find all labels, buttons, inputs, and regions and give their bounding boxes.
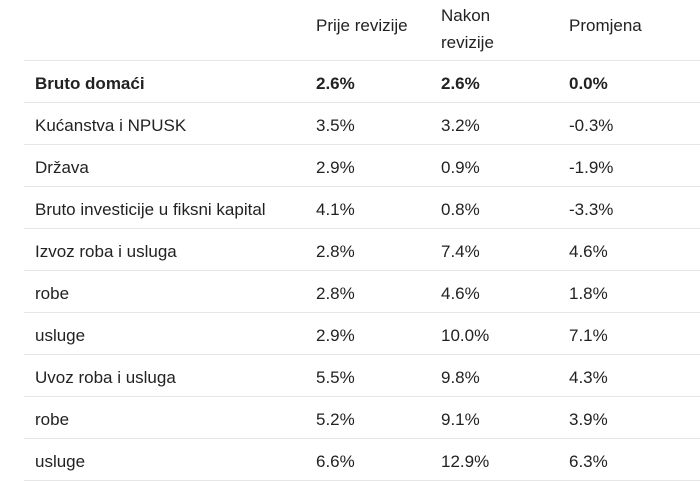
row-before: 2.9%	[316, 158, 355, 177]
row-after: 12.9%	[441, 452, 490, 471]
header-change: Promjena	[569, 16, 642, 35]
row-change: 4.3%	[569, 368, 608, 387]
row-after: 4.6%	[441, 284, 480, 303]
table-row: usluge 2.9% 10.0% 7.1%	[24, 313, 700, 355]
row-label: Država	[35, 158, 89, 177]
header-after: Nakon revizije	[441, 6, 494, 52]
table-row: Bruto domaći 2.6% 2.6% 0.0%	[24, 61, 700, 103]
row-before: 2.9%	[316, 326, 355, 345]
row-after: 0.8%	[441, 200, 480, 219]
row-before: 6.6%	[316, 452, 355, 471]
row-label: Uvoz roba i usluga	[35, 368, 176, 387]
revision-table: Prije revizije Nakon revizije Promjena B…	[24, 0, 700, 481]
table-row: Uvoz roba i usluga 5.5% 9.8% 4.3%	[24, 355, 700, 397]
table-row: Bruto investicije u fiksni kapital 4.1% …	[24, 187, 700, 229]
table-row: Izvoz roba i usluga 2.8% 7.4% 4.6%	[24, 229, 700, 271]
table-row: robe 5.2% 9.1% 3.9%	[24, 397, 700, 439]
row-before: 2.6%	[316, 74, 355, 93]
row-after: 9.1%	[441, 410, 480, 429]
row-label: Izvoz roba i usluga	[35, 242, 177, 261]
row-change: 3.9%	[569, 410, 608, 429]
row-change: 1.8%	[569, 284, 608, 303]
row-before: 5.5%	[316, 368, 355, 387]
table-row: usluge 6.6% 12.9% 6.3%	[24, 439, 700, 481]
row-after: 2.6%	[441, 74, 480, 93]
row-after: 0.9%	[441, 158, 480, 177]
row-change: 6.3%	[569, 452, 608, 471]
row-after: 10.0%	[441, 326, 490, 345]
table-header-row: Prije revizije Nakon revizije Promjena	[24, 0, 700, 61]
row-before: 2.8%	[316, 242, 355, 261]
table-row: Država 2.9% 0.9% -1.9%	[24, 145, 700, 187]
row-change: 0.0%	[569, 74, 608, 93]
row-label: usluge	[35, 326, 86, 345]
row-label: robe	[35, 410, 70, 429]
row-before: 3.5%	[316, 116, 355, 135]
row-before: 4.1%	[316, 200, 355, 219]
header-before: Prije revizije	[316, 16, 408, 35]
table-row: Kućanstva i NPUSK 3.5% 3.2% -0.3%	[24, 103, 700, 145]
row-label: Bruto domaći	[35, 74, 145, 93]
row-change: -1.9%	[569, 158, 614, 177]
row-label: robe	[35, 284, 70, 303]
row-label: Kućanstva i NPUSK	[35, 116, 187, 135]
row-after: 9.8%	[441, 368, 480, 387]
row-change: 4.6%	[569, 242, 608, 261]
row-change: 7.1%	[569, 326, 608, 345]
row-before: 5.2%	[316, 410, 355, 429]
row-change: -3.3%	[569, 200, 614, 219]
row-label: usluge	[35, 452, 86, 471]
row-after: 7.4%	[441, 242, 480, 261]
table-row: robe 2.8% 4.6% 1.8%	[24, 271, 700, 313]
row-label: Bruto investicije u fiksni kapital	[35, 200, 266, 219]
row-after: 3.2%	[441, 116, 480, 135]
row-before: 2.8%	[316, 284, 355, 303]
row-change: -0.3%	[569, 116, 614, 135]
